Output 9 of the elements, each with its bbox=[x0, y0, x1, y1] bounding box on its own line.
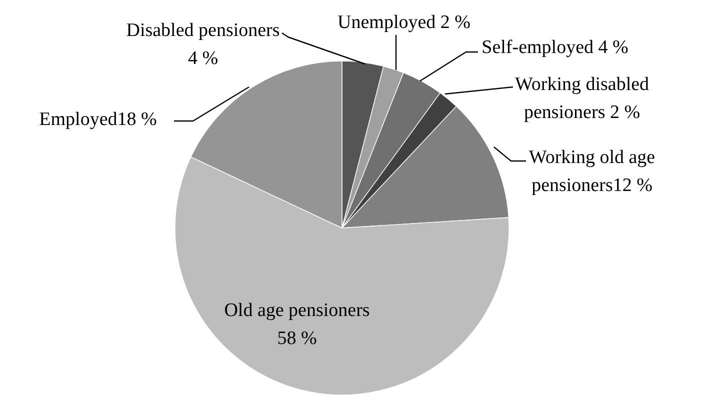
slice-label: Employed18 % bbox=[39, 109, 158, 130]
slice-label: Self-employed 4 % bbox=[482, 37, 629, 58]
slice-label: Old age pensioners bbox=[224, 300, 370, 321]
data-label: 58 % bbox=[277, 328, 317, 349]
data-label: 4 % bbox=[188, 48, 218, 69]
slice-label: Disabled pensioners bbox=[126, 20, 280, 41]
slice-label: Working old age pensioners12 % bbox=[528, 147, 656, 196]
slice-label: Unemployed 2 % bbox=[338, 12, 471, 33]
slice-label: Working disabled pensioners 2 % bbox=[514, 74, 650, 123]
